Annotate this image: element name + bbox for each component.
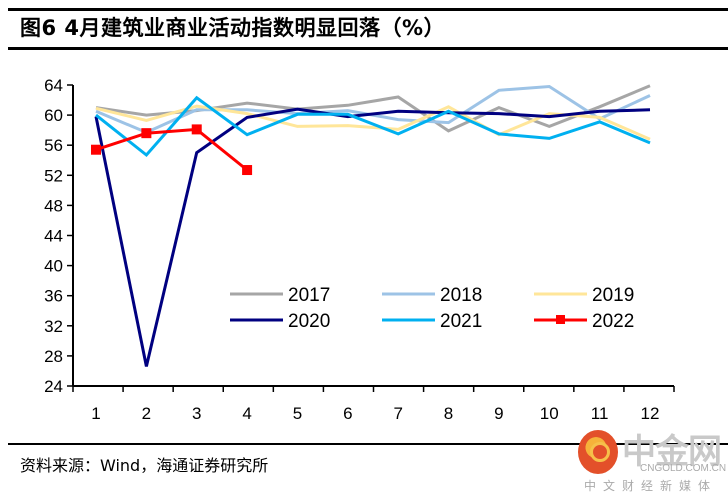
y-tick-label: 48 <box>44 196 63 215</box>
legend-label: 2021 <box>440 311 482 332</box>
legend-label: 2017 <box>288 285 330 306</box>
y-tick-label: 24 <box>44 377 63 396</box>
x-tick-label: 3 <box>192 404 201 423</box>
data-point-2022 <box>242 165 253 176</box>
series-line-2017 <box>95 84 651 133</box>
x-tick-label: 6 <box>343 404 352 423</box>
y-tick-label: 32 <box>44 317 63 336</box>
watermark-tagline: 中文财经新媒体 <box>584 479 718 493</box>
legend-item-2022: 2022 <box>534 311 634 332</box>
x-tick-label: 9 <box>494 404 503 423</box>
series-2022 <box>91 124 253 176</box>
x-tick-label: 1 <box>91 404 100 423</box>
legend-item-2018: 2018 <box>382 285 482 306</box>
source-note: 资料来源：Wind，海通证券研究所 <box>20 456 269 475</box>
legend-label: 2022 <box>592 311 634 332</box>
legend-label: 2018 <box>440 285 482 306</box>
data-point-2022 <box>91 144 101 155</box>
data-point-2022 <box>191 124 202 135</box>
series-2021 <box>95 95 651 158</box>
cngold-logo-icon <box>578 430 618 474</box>
legend-marker <box>556 315 565 324</box>
title-rule <box>8 47 728 50</box>
figure-title: 图6 4月建筑业商业活动指数明显回落（%） <box>20 16 446 40</box>
y-tick-label: 40 <box>44 257 63 276</box>
top-rule <box>8 8 728 11</box>
legend: 2017 2018 2019 2020 2021 2022 <box>230 285 634 332</box>
y-tick-label: 36 <box>44 287 63 306</box>
footer-rule <box>8 443 728 445</box>
legend-label: 2019 <box>592 285 634 306</box>
x-tick-label: 2 <box>142 404 151 423</box>
y-tick-label: 44 <box>44 227 63 246</box>
legend-item-2021: 2021 <box>382 311 482 332</box>
x-tick-label: 10 <box>540 404 559 423</box>
series-2020 <box>94 107 651 367</box>
series-line-2021 <box>95 95 651 158</box>
x-tick-label: 5 <box>293 404 302 423</box>
y-tick-label: 64 <box>44 76 63 95</box>
x-tick-label: 12 <box>641 404 660 423</box>
x-tick-label: 7 <box>393 404 402 423</box>
legend-item-2019: 2019 <box>534 285 634 306</box>
x-tick-label: 11 <box>591 404 609 423</box>
data-point-2022 <box>141 128 152 139</box>
legend-item-2017: 2017 <box>230 285 330 306</box>
legend-label: 2020 <box>288 311 330 332</box>
y-tick-label: 56 <box>44 136 63 155</box>
watermark-domain: CNGOLD.COM.CN <box>640 463 727 474</box>
series-line-2020 <box>94 107 651 367</box>
y-tick-label: 52 <box>44 166 63 185</box>
watermark: 中金网 CNGOLD.COM.CN 中文财经新媒体 <box>578 420 728 496</box>
x-tick-label: 8 <box>444 404 453 423</box>
y-tick-label: 60 <box>44 106 63 125</box>
watermark-brand: 中金网 <box>622 432 722 472</box>
series-2017 <box>95 84 651 133</box>
x-tick-label: 4 <box>242 404 251 423</box>
y-tick-label: 28 <box>44 347 63 366</box>
series-line-2022 <box>95 127 249 172</box>
series-lines <box>91 84 651 367</box>
legend-item-2020: 2020 <box>230 311 330 332</box>
